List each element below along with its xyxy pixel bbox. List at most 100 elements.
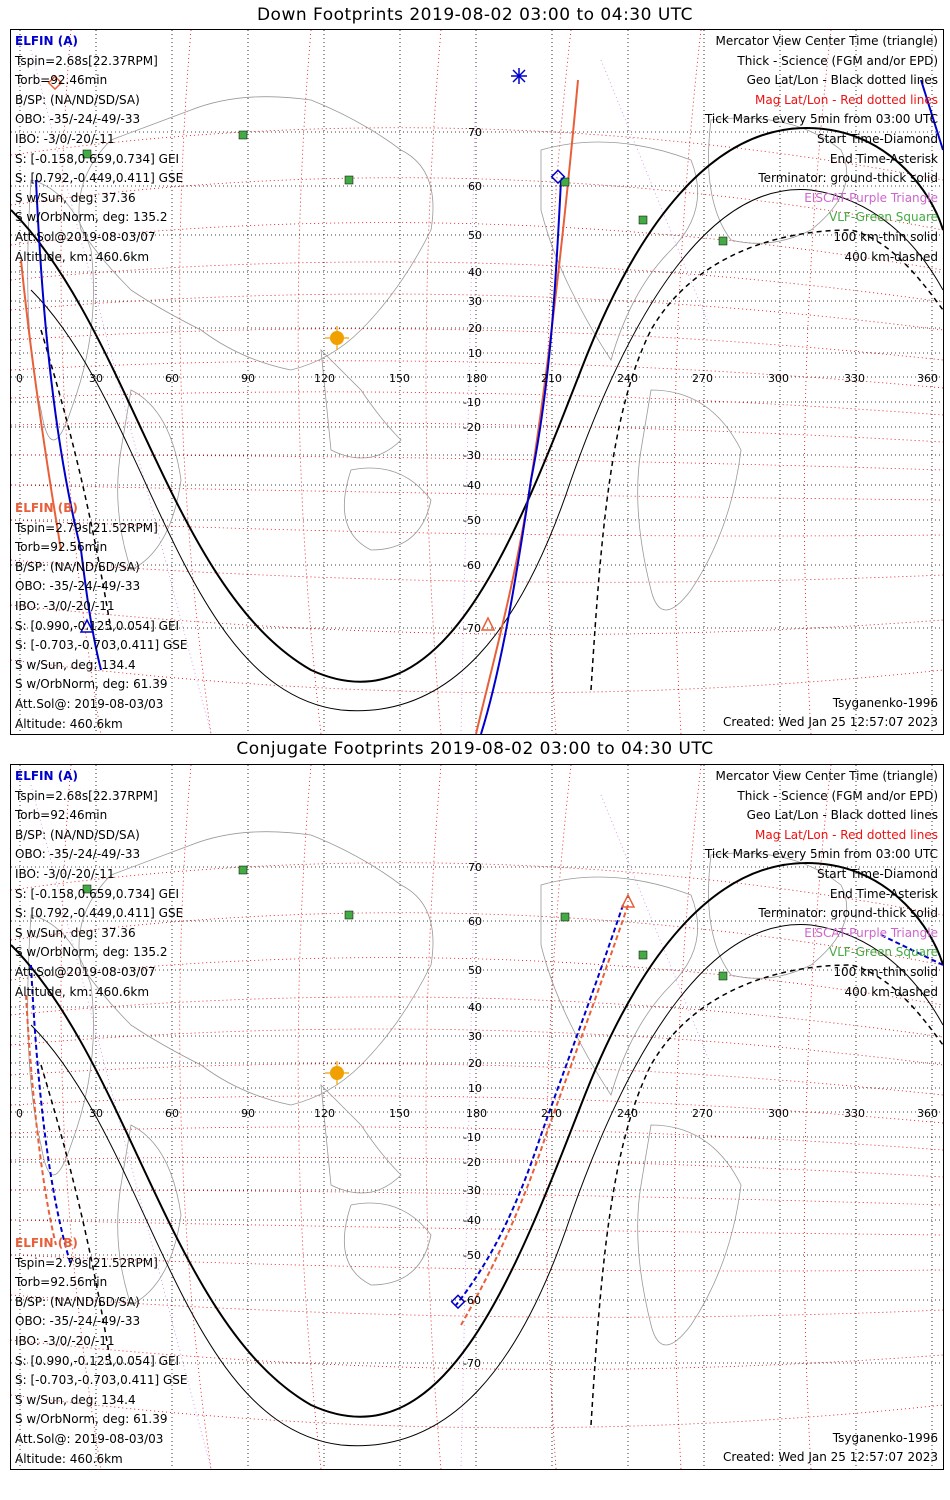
sc-b-block: ELFIN (B) Tspin=2.79s[21.52RPM] Torb=92.… (15, 1234, 188, 1469)
lat-tick: 50 (468, 229, 482, 242)
map-canvas-conjugate: 0 30 60 90 120 150 180 210 240 270 300 3… (11, 765, 943, 1469)
lon-tick: 270 (692, 1107, 713, 1120)
sc-b-line: S w/Sun, deg: 134.4 (15, 657, 136, 672)
sc-a-line: S: [0.792,-0.449,0.411] GSE (15, 906, 184, 921)
sc-b-name: ELFIN (B) (15, 1236, 78, 1250)
legend-item: Terminator: ground-thick solid (758, 906, 938, 921)
mag-grid (11, 30, 943, 734)
lat-tick: -70 (463, 622, 481, 635)
lat-tick: 20 (468, 322, 482, 335)
sc-b-name: ELFIN (B) (15, 501, 78, 515)
lat-tick: -70 (463, 1357, 481, 1370)
asterisk-end-icon (511, 68, 527, 84)
triangle-center-icon-b (480, 616, 496, 631)
sc-a-line: IBO: -3/0/-20/-11 (15, 131, 115, 146)
lon-tick: 330 (844, 1107, 865, 1120)
lon-tick: 240 (617, 372, 638, 385)
legend-item: Start Time-Diamond (816, 131, 938, 146)
sc-b-line: Tspin=2.79s[21.52RPM] (15, 1255, 158, 1270)
lat-tick: 10 (468, 347, 482, 360)
elfin-b-track-left (25, 994, 57, 1246)
eiscat-grid (30, 784, 712, 1469)
lon-axis: 0 30 60 90 120 150 180 210 240 270 300 3… (16, 1107, 938, 1120)
legend: Mercator View Center Time (triangle) Thi… (705, 32, 938, 267)
mag-grid (11, 765, 943, 1469)
400km-line-left (40, 1064, 112, 1366)
lat-tick: -50 (463, 514, 481, 527)
sc-b-line: OBO: -35/-24/-49/-33 (15, 1314, 141, 1329)
lat-tick: 30 (468, 295, 482, 308)
triangle-center-icon (79, 618, 95, 633)
sc-b-line: B/SP: (NA/ND/SD/SA) (15, 1294, 140, 1309)
created-label: Created: Wed Jan 25 12:57:07 2023 (723, 1450, 938, 1464)
lat-tick: 70 (468, 126, 482, 139)
elfin-a-track-edge (880, 934, 943, 966)
sc-b-line: Torb=92.56min (15, 1275, 108, 1290)
legend-item: EISCAT-Purple Triangle (804, 190, 938, 205)
lon-tick: 180 (466, 1107, 487, 1120)
elfin-b-track (460, 904, 629, 1326)
lon-tick: 360 (917, 372, 938, 385)
terminator-line (11, 127, 943, 683)
diamond-start-icon (550, 169, 566, 185)
lon-tick: 60 (165, 372, 179, 385)
sc-a-line: S: [-0.158,0.659,0.734] GEI (15, 886, 180, 901)
lat-tick: -30 (463, 449, 481, 462)
sc-a-block: ELFIN (A) Tspin=2.68s[22.37RPM] Torb=92.… (15, 767, 183, 1002)
sc-b-line: IBO: -3/0/-20/-11 (15, 1333, 115, 1348)
eiscat-grid (30, 49, 712, 734)
lat-tick: 40 (468, 1001, 482, 1014)
panel-title-down: Down Footprints 2019-08-02 03:00 to 04:3… (256, 5, 694, 25)
lon-tick: 90 (241, 1107, 255, 1120)
legend-item: 100 km-thin solid (833, 229, 938, 244)
triangle-center-icon (620, 893, 636, 908)
sc-b-line: S w/OrbNorm, deg: 61.39 (15, 677, 168, 692)
lon-tick: 150 (389, 372, 410, 385)
sc-b-line: B/SP: (NA/ND/SD/SA) (15, 559, 140, 574)
created-label: Created: Wed Jan 25 12:57:07 2023 (723, 715, 938, 729)
legend-item: Tick Marks every 5min from 03:00 UTC (704, 847, 938, 862)
vlf-square-icon (82, 865, 728, 981)
legend-item: Mercator View Center Time (triangle) (715, 769, 938, 783)
legend-item: Thick - Science (FGM and/or EPD) (737, 53, 938, 68)
legend-item: Thick - Science (FGM and/or EPD) (737, 788, 938, 803)
legend-item: Geo Lat/Lon - Black dotted lines (746, 808, 938, 823)
sc-b-line: S w/Sun, deg: 134.4 (15, 1392, 136, 1407)
sc-b-line: IBO: -3/0/-20/-11 (15, 598, 115, 613)
elfin-a-track (455, 904, 624, 1306)
elfin-a-track-edge (920, 79, 943, 151)
legend-item: End Time-Asterisk (829, 151, 938, 166)
geo-grid (11, 30, 943, 734)
sc-b-line: S: [-0.703,-0.703,0.411] GSE (15, 1373, 188, 1388)
400km-line-left (40, 329, 112, 631)
lon-tick: 240 (617, 1107, 638, 1120)
lat-tick: -10 (463, 396, 481, 409)
sun-icon (325, 1061, 349, 1085)
legend-item: 100 km-thin solid (833, 964, 938, 979)
panel-title-conjugate: Conjugate Footprints 2019-08-02 03:00 to… (236, 739, 714, 759)
lon-tick: 210 (541, 1107, 562, 1120)
legend-item: Mercator View Center Time (triangle) (715, 34, 938, 48)
sc-b-line: S w/OrbNorm, deg: 61.39 (15, 1412, 168, 1427)
lon-tick: 90 (241, 372, 255, 385)
map-panel-conjugate: 0 30 60 90 120 150 180 210 240 270 300 3… (10, 764, 944, 1470)
sc-a-line: Torb=92.46min (15, 73, 108, 88)
lat-tick: -60 (463, 1294, 481, 1307)
lat-tick: -40 (463, 1214, 481, 1227)
legend-item: Geo Lat/Lon - Black dotted lines (746, 73, 938, 88)
sc-a-line: B/SP: (NA/ND/SD/SA) (15, 827, 140, 842)
lat-axis: 70 60 50 40 30 20 10 -10 -20 -30 -40 -50… (463, 861, 482, 1370)
lat-tick: 60 (468, 915, 482, 928)
lat-tick: 60 (468, 180, 482, 193)
sc-a-line: S w/OrbNorm, deg: 135.2 (15, 945, 168, 960)
lon-tick: 300 (768, 372, 789, 385)
legend-item: VLF-Green Square (829, 945, 938, 960)
sc-a-block: ELFIN (A) Tspin=2.68s[22.37RPM] Torb=92.… (15, 32, 183, 267)
sc-a-line: Tspin=2.68s[22.37RPM] (15, 53, 158, 68)
sc-b-line: Att.Sol@: 2019-08-03/03 (15, 696, 164, 711)
sc-a-line: S w/Sun, deg: 37.36 (15, 925, 136, 940)
vlf-square-icon (82, 130, 728, 246)
lon-tick: 0 (16, 1107, 23, 1120)
sc-a-name: ELFIN (A) (15, 769, 78, 783)
sc-a-line: S: [-0.158,0.659,0.734] GEI (15, 151, 180, 166)
